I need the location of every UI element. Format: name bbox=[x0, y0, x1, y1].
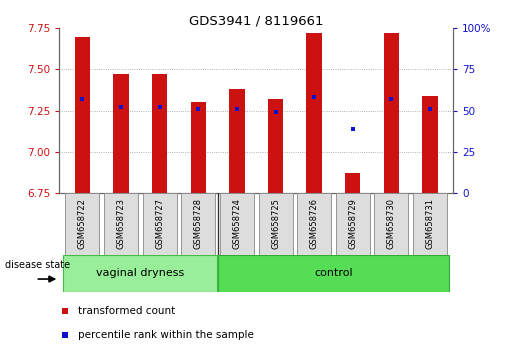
Bar bbox=[259, 193, 293, 255]
Text: control: control bbox=[315, 268, 353, 279]
Bar bbox=[104, 193, 138, 255]
Bar bbox=[384, 33, 399, 193]
Text: percentile rank within the sample: percentile rank within the sample bbox=[78, 330, 254, 340]
Text: GSM658729: GSM658729 bbox=[348, 199, 357, 249]
Bar bbox=[143, 193, 177, 255]
Text: GSM658724: GSM658724 bbox=[232, 199, 242, 249]
Text: GSM658727: GSM658727 bbox=[155, 198, 164, 250]
Title: GDS3941 / 8119661: GDS3941 / 8119661 bbox=[189, 14, 323, 27]
Bar bbox=[65, 193, 99, 255]
Text: GSM658722: GSM658722 bbox=[78, 199, 87, 249]
Bar bbox=[413, 193, 447, 255]
Bar bbox=[113, 74, 129, 193]
Bar bbox=[75, 36, 90, 193]
Text: GSM658725: GSM658725 bbox=[271, 199, 280, 249]
Bar bbox=[191, 102, 206, 193]
Bar bbox=[152, 74, 167, 193]
Bar bbox=[220, 193, 254, 255]
Text: GSM658728: GSM658728 bbox=[194, 198, 203, 250]
Bar bbox=[306, 33, 322, 193]
Text: GSM658730: GSM658730 bbox=[387, 198, 396, 250]
Bar bbox=[268, 99, 283, 193]
Bar bbox=[229, 89, 245, 193]
Bar bbox=[297, 193, 331, 255]
Bar bbox=[336, 193, 370, 255]
Text: disease state: disease state bbox=[5, 260, 70, 270]
Text: GSM658726: GSM658726 bbox=[310, 198, 319, 250]
Text: GSM658731: GSM658731 bbox=[425, 198, 435, 250]
Bar bbox=[374, 193, 408, 255]
Bar bbox=[63, 255, 217, 292]
Text: vaginal dryness: vaginal dryness bbox=[96, 268, 184, 279]
Bar bbox=[218, 255, 449, 292]
Bar bbox=[422, 96, 438, 193]
Bar bbox=[181, 193, 215, 255]
Text: GSM658723: GSM658723 bbox=[116, 198, 126, 250]
Text: transformed count: transformed count bbox=[78, 306, 176, 316]
Bar bbox=[345, 173, 360, 193]
